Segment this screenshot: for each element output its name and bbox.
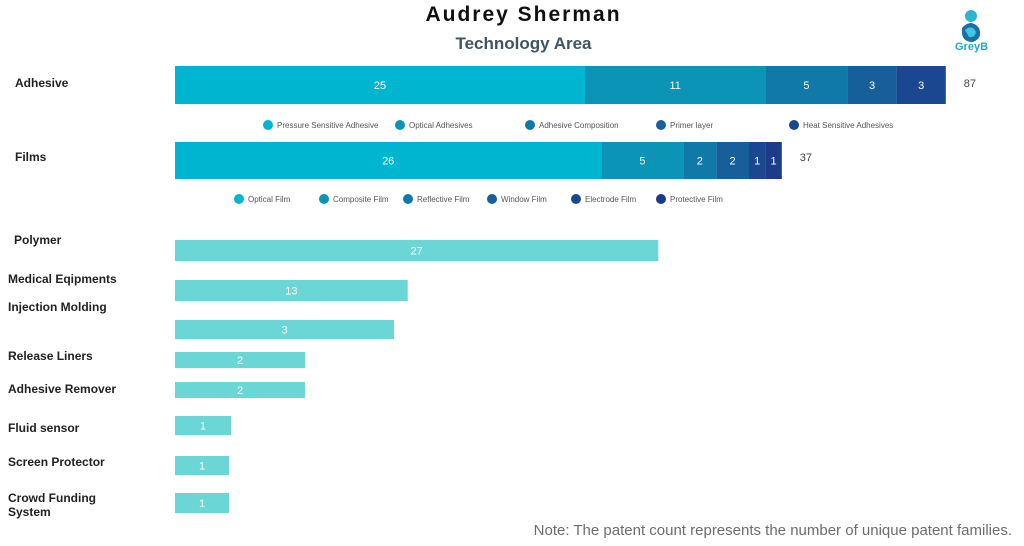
segment-value-label: 25 — [374, 80, 386, 92]
bar-value-label: 1 — [200, 420, 206, 432]
legend-marker — [656, 120, 666, 130]
category-label: Polymer — [14, 233, 62, 247]
legend-label: Electrode Film — [585, 195, 636, 204]
legend-marker — [395, 120, 405, 130]
bar — [175, 352, 305, 368]
category-label: Medical Eqipments — [8, 272, 117, 286]
bar-value-label: 2 — [237, 355, 243, 367]
legend-marker — [789, 120, 799, 130]
chart-title: Audrey Sherman — [425, 3, 622, 26]
bar-value-label: 3 — [281, 324, 287, 336]
legend-label: Pressure Sensitive Adhesive — [277, 121, 379, 130]
legend-label: Primer layer — [670, 121, 713, 130]
legend-marker — [487, 194, 497, 204]
segment-value-label: 3 — [869, 80, 875, 92]
stack-segment — [847, 66, 897, 104]
segment-value-label: 3 — [918, 80, 924, 92]
segment-value-label: 5 — [803, 80, 809, 92]
legend-label: Protective Film — [670, 195, 723, 204]
stack-segment — [749, 142, 766, 179]
row-total-label: 37 — [800, 152, 812, 164]
segment-value-label: 26 — [382, 155, 394, 167]
bar — [175, 240, 659, 261]
legend-marker — [571, 194, 581, 204]
legend-label: Heat Sensitive Adhesives — [803, 121, 893, 130]
category-label: Release Liners — [8, 349, 93, 363]
segment-value-label: 11 — [669, 80, 680, 92]
category-label: Adhesive — [15, 76, 69, 90]
stack-segment — [175, 66, 585, 104]
row-total-label: 87 — [964, 78, 976, 90]
stack-segment — [683, 142, 717, 179]
legend-marker — [263, 120, 273, 130]
segment-value-label: 1 — [754, 155, 760, 167]
stack-segment — [175, 142, 602, 179]
greyb-logo-icon — [962, 10, 981, 42]
category-label: Injection Molding — [8, 300, 107, 314]
stack-segment — [765, 142, 782, 179]
footnote: Note: The patent count represents the nu… — [533, 522, 1012, 539]
segment-value-label: 1 — [771, 155, 777, 167]
category-label: Fluid sensor — [8, 421, 80, 435]
segment-value-label: 2 — [730, 155, 736, 167]
stack-segment — [896, 66, 946, 104]
category-label: Adhesive Remover — [8, 382, 116, 396]
bar — [175, 280, 408, 301]
legend-marker — [403, 194, 413, 204]
bar — [175, 493, 229, 513]
category-label: System — [8, 505, 51, 519]
segment-value-label: 2 — [697, 155, 703, 167]
category-label: Films — [15, 150, 47, 164]
bar — [175, 456, 229, 475]
legend-marker — [319, 194, 329, 204]
legend-marker — [656, 194, 666, 204]
stack-segment — [601, 142, 684, 179]
chart-subtitle: Technology Area — [455, 34, 592, 53]
legend-marker — [234, 194, 244, 204]
legend-marker — [525, 120, 535, 130]
bar — [175, 382, 305, 398]
bar-value-label: 1 — [199, 460, 205, 472]
bar-value-label: 27 — [411, 245, 423, 257]
category-label: Screen Protector — [8, 455, 105, 469]
legend-label: Optical Film — [248, 195, 291, 204]
bar — [175, 416, 231, 435]
bar-value-label: 13 — [285, 285, 297, 297]
stack-segment — [716, 142, 749, 179]
stack-segment — [765, 66, 848, 104]
bar-value-label: 1 — [199, 498, 205, 510]
logo-text: GreyB — [955, 41, 989, 53]
legend-label: Reflective Film — [417, 195, 470, 204]
category-label: Crowd Funding — [8, 491, 96, 505]
stack-segment — [585, 66, 766, 104]
legend-label: Optical Adhesives — [409, 121, 473, 130]
segment-value-label: 5 — [639, 155, 645, 167]
legend-label: Window Film — [501, 195, 547, 204]
legend-label: Composite Film — [333, 195, 389, 204]
legend-label: Adhesive Composition — [539, 121, 619, 130]
bar-value-label: 2 — [237, 385, 243, 397]
bar — [175, 320, 394, 339]
